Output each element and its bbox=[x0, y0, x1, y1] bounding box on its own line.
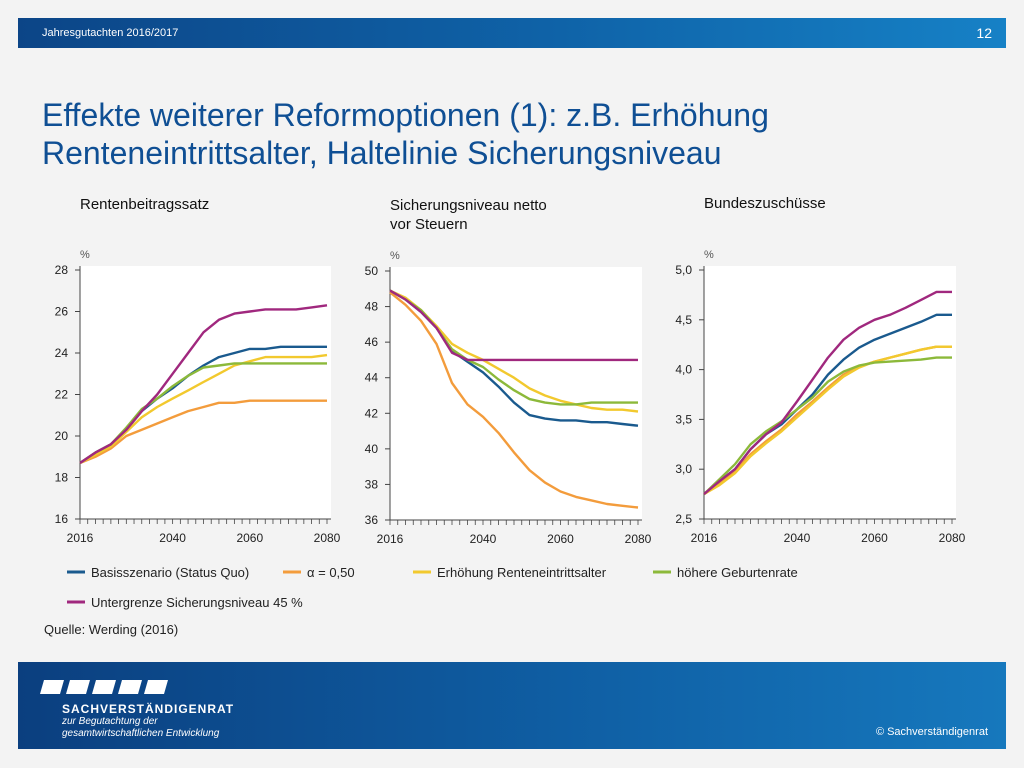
series-line-2 bbox=[389, 291, 639, 509]
x-tick-label: 2080 bbox=[939, 531, 966, 545]
x-tick-label: 2080 bbox=[625, 532, 652, 546]
y-tick-label: 3,0 bbox=[675, 462, 692, 476]
logo-icon bbox=[40, 680, 168, 694]
x-tick-label: 2060 bbox=[861, 531, 888, 545]
page-title: Effekte weiterer Reformoptionen (1): z.B… bbox=[42, 96, 972, 172]
x-tick-label: 2060 bbox=[236, 531, 263, 545]
series-line-3 bbox=[703, 345, 952, 496]
y-tick-label: 40 bbox=[365, 442, 379, 456]
chart-title: Bundeszuschüsse bbox=[704, 195, 826, 212]
legend-label: Erhöhung Renteneintrittsalter bbox=[437, 565, 607, 580]
legend-label: höhere Geburtenrate bbox=[677, 565, 798, 580]
legend-label: α = 0,50 bbox=[307, 565, 355, 580]
x-tick-label: 2080 bbox=[314, 531, 341, 545]
y-tick-label: 46 bbox=[365, 335, 379, 349]
series-line-5 bbox=[703, 290, 952, 496]
x-tick-label: 2040 bbox=[470, 532, 497, 546]
y-tick-label: 18 bbox=[55, 471, 69, 485]
org-name: SACHVERSTÄNDIGENRAT bbox=[62, 702, 235, 716]
y-tick-label: 50 bbox=[365, 264, 379, 278]
footer-bar: SACHVERSTÄNDIGENRAT zur Begutachtung der… bbox=[18, 662, 1006, 749]
y-tick-label: 20 bbox=[55, 429, 69, 443]
x-tick-label: 2060 bbox=[547, 532, 574, 546]
y-tick-label: 36 bbox=[365, 513, 379, 527]
y-tick-label: 3,5 bbox=[675, 412, 692, 426]
y-tick-label: 24 bbox=[55, 346, 69, 360]
y-tick-label: 42 bbox=[365, 406, 379, 420]
plot-background bbox=[390, 267, 642, 520]
chart-title: Sicherungsniveau netto bbox=[390, 197, 547, 214]
x-tick-label: 2016 bbox=[691, 531, 718, 545]
unit-label: % bbox=[80, 249, 90, 261]
unit-label: % bbox=[704, 249, 714, 261]
x-tick-label: 2040 bbox=[784, 531, 811, 545]
legend-label: Basisszenario (Status Quo) bbox=[91, 565, 249, 580]
source-note: Quelle: Werding (2016) bbox=[44, 622, 178, 637]
y-tick-label: 44 bbox=[365, 371, 379, 385]
header-bar: Jahresgutachten 2016/2017 12 bbox=[18, 18, 1006, 48]
title-line-1: Effekte weiterer Reformoptionen (1): z.B… bbox=[42, 97, 769, 133]
org-line-3: gesamtwirtschaftlichen Entwicklung bbox=[62, 728, 220, 739]
series-line-5 bbox=[389, 289, 638, 362]
y-tick-label: 16 bbox=[55, 512, 69, 526]
y-tick-label: 5,0 bbox=[675, 263, 692, 277]
plot-background bbox=[704, 266, 956, 519]
y-tick-label: 28 bbox=[55, 263, 69, 277]
series-line-3 bbox=[79, 353, 328, 465]
y-tick-label: 4,5 bbox=[675, 313, 692, 327]
x-tick-label: 2016 bbox=[377, 532, 404, 546]
chart-title: Rentenbeitragssatz bbox=[80, 196, 209, 213]
report-subtitle: Jahresgutachten 2016/2017 bbox=[42, 27, 179, 39]
unit-label: % bbox=[390, 250, 400, 262]
chart-title: vor Steuern bbox=[390, 216, 468, 233]
series-line-2 bbox=[79, 399, 327, 465]
legend-label: Untergrenze Sicherungsniveau 45 % bbox=[91, 595, 303, 610]
page-number: 12 bbox=[976, 25, 992, 41]
series-line-5 bbox=[79, 304, 328, 464]
y-tick-label: 4,0 bbox=[675, 363, 692, 377]
x-tick-label: 2016 bbox=[67, 531, 94, 545]
y-tick-label: 26 bbox=[55, 305, 69, 319]
y-tick-label: 22 bbox=[55, 388, 69, 402]
plot-background bbox=[80, 266, 331, 519]
copyright: © Sachverständigenrat bbox=[875, 726, 988, 738]
title-line-2: Renteneintrittsalter, Haltelinie Sicheru… bbox=[42, 135, 722, 171]
y-tick-label: 2,5 bbox=[675, 512, 692, 526]
x-tick-label: 2040 bbox=[159, 531, 186, 545]
y-tick-label: 48 bbox=[365, 300, 379, 314]
series-line-4 bbox=[703, 356, 952, 495]
y-tick-label: 38 bbox=[365, 477, 379, 491]
org-line-2: zur Begutachtung der bbox=[62, 716, 158, 727]
